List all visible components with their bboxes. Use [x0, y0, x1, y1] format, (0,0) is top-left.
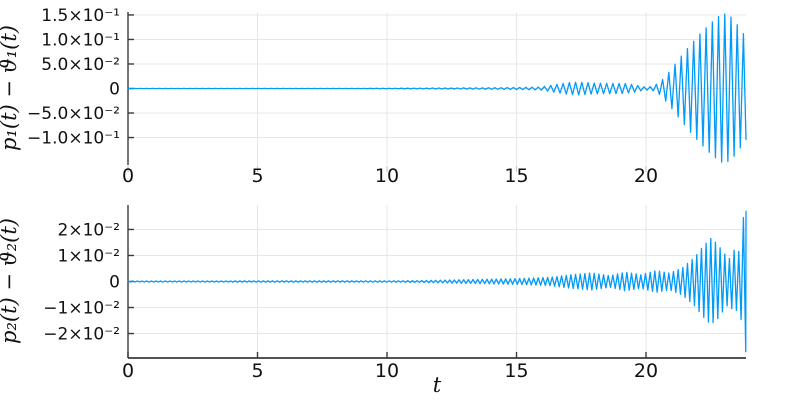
- plots-root: 1.5×10⁻¹ 1.0×10⁻¹ 5.0×10⁻² 0 −5.0×10⁻² −1.0×1…: [27, 6, 747, 382]
- y-tick-label: 1.0×10⁻¹: [41, 30, 120, 50]
- y-tick-label: 2×10⁻²: [58, 220, 120, 240]
- y-tick-label: −5.0×10⁻²: [27, 104, 120, 124]
- y-tick-label: −1×10⁻²: [43, 299, 120, 319]
- x-tick-label: 0: [122, 165, 134, 187]
- series-line: [127, 13, 747, 163]
- y-tick-label: 1×10⁻²: [58, 246, 120, 266]
- subplot1-y-axis-label: p₁(t) − ϑ₁(t): [0, 25, 21, 151]
- y-tick-label: −2×10⁻²: [43, 325, 120, 345]
- x-tick-label: 15: [504, 165, 528, 187]
- y-tick-label: −1.0×10⁻¹: [27, 129, 120, 149]
- x-tick-label: 20: [634, 165, 658, 187]
- y-tick-label: 5.0×10⁻²: [41, 55, 120, 75]
- series-line: [127, 210, 747, 353]
- subplot2-y-axis-label: p₂(t) − ϑ₂(t): [0, 218, 21, 344]
- x-tick-label: 10: [375, 165, 399, 187]
- x-axis-label: t: [433, 373, 442, 397]
- x-tick-label: 20: [634, 360, 658, 382]
- y-tick-label: 1.5×10⁻¹: [41, 6, 120, 26]
- x-tick-label: 10: [375, 360, 399, 382]
- x-tick-label: 5: [251, 165, 263, 187]
- x-tick-label: 15: [504, 360, 528, 382]
- x-tick-label: 0: [122, 360, 134, 382]
- y-tick-label: 0: [109, 80, 120, 100]
- x-tick-label: 5: [251, 360, 263, 382]
- y-tick-label: 0: [109, 273, 120, 293]
